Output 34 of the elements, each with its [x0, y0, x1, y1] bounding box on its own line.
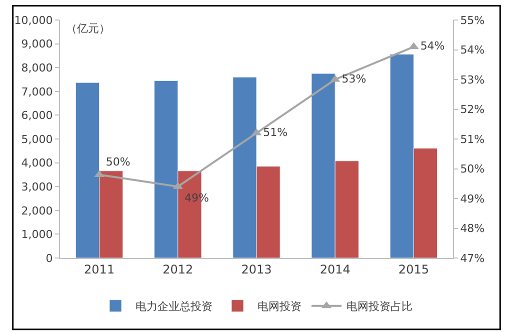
legend-label: 电网投资占比 — [346, 300, 412, 314]
y2-tick-label: 50% — [460, 162, 485, 176]
y2-tick-label: 49% — [460, 192, 485, 206]
y-tick-label: 0 — [46, 252, 53, 265]
y-tick-label: 9,000 — [21, 38, 53, 51]
data-label: 54% — [420, 40, 445, 53]
y2-tick-label: 47% — [460, 252, 485, 265]
annotation: （亿元） — [66, 22, 110, 35]
data-label: 53% — [342, 72, 366, 86]
x-tick-label: 2012 — [162, 262, 194, 276]
y-tick-label: 4,000 — [21, 156, 53, 170]
y2-tick-label: 51% — [460, 132, 485, 146]
x-tick-label: 2014 — [320, 262, 350, 276]
x-tick-label: 2011 — [84, 262, 115, 276]
y2-tick-label: 53% — [460, 73, 485, 86]
y-tick-label: 1,000 — [21, 228, 53, 242]
y-tick-label: 7,000 — [21, 85, 53, 98]
y-tick-label: 6,000 — [21, 109, 53, 122]
x-tick-label: 2013 — [241, 262, 272, 276]
y2-tick-label: 48% — [460, 222, 485, 236]
y-tick-label: 2,000 — [21, 204, 53, 218]
y-tick-label: 5,000 — [21, 132, 53, 146]
point — [408, 42, 419, 50]
y2-tick-label: 55% — [460, 14, 485, 27]
y2-tick-label: 52% — [460, 103, 485, 116]
y-tick-label: 3,000 — [21, 180, 53, 194]
x-tick-label: 2015 — [398, 262, 429, 276]
y-tick-label: 8,000 — [21, 61, 53, 74]
y-tick-label: 10,000 — [14, 14, 53, 27]
y2-tick-label: 54% — [460, 44, 485, 57]
legend-label: 电网投资 — [258, 300, 302, 314]
legend-label: 电力企业总投资 — [136, 300, 212, 314]
data-label: 51% — [263, 126, 288, 139]
data-label: 50% — [106, 155, 130, 168]
